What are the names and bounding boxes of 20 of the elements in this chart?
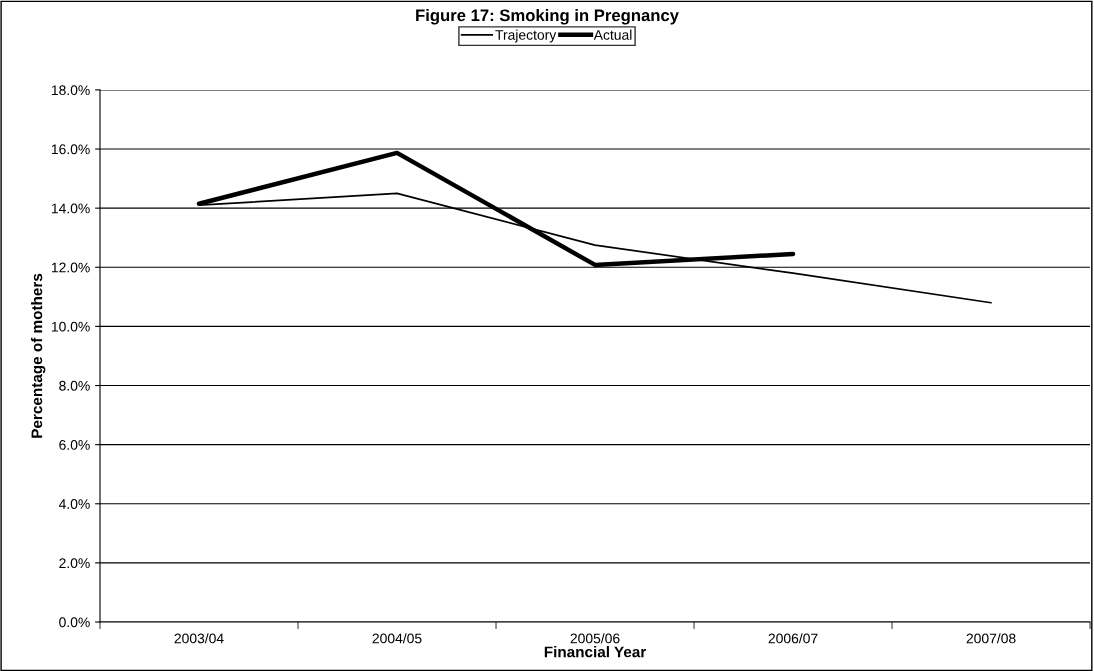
y-tick-label: 16.0% (51, 144, 90, 155)
y-tick-label: 0.0% (59, 617, 90, 628)
x-tick-label: 2005/06 (570, 633, 620, 644)
y-tick-label: 2.0% (59, 558, 90, 569)
x-tick-label: 2007/08 (966, 633, 1016, 644)
y-tick-label: 6.0% (59, 439, 90, 450)
legend-label: Trajectory (495, 29, 557, 43)
y-tick-label: 4.0% (58, 499, 90, 509)
chart-title: Figure 17: Smoking in Pregnancy (416, 8, 679, 25)
x-axis-title: Financial Year (544, 646, 647, 658)
x-tick-label: 2003/04 (174, 633, 224, 644)
y-tick-label: 18.0% (51, 85, 90, 96)
y-tick-label: 14.0% (51, 203, 90, 214)
y-axis-title: Percentage of mothers (31, 273, 46, 438)
x-tick-label: 2004/05 (372, 633, 422, 644)
y-tick-label: 10.0% (51, 321, 90, 332)
y-tick-label: 12.0% (51, 262, 90, 273)
x-tick-label: 2006/07 (768, 633, 818, 644)
legend-label: Actual (593, 29, 632, 40)
y-tick-label: 8.0% (59, 380, 90, 391)
